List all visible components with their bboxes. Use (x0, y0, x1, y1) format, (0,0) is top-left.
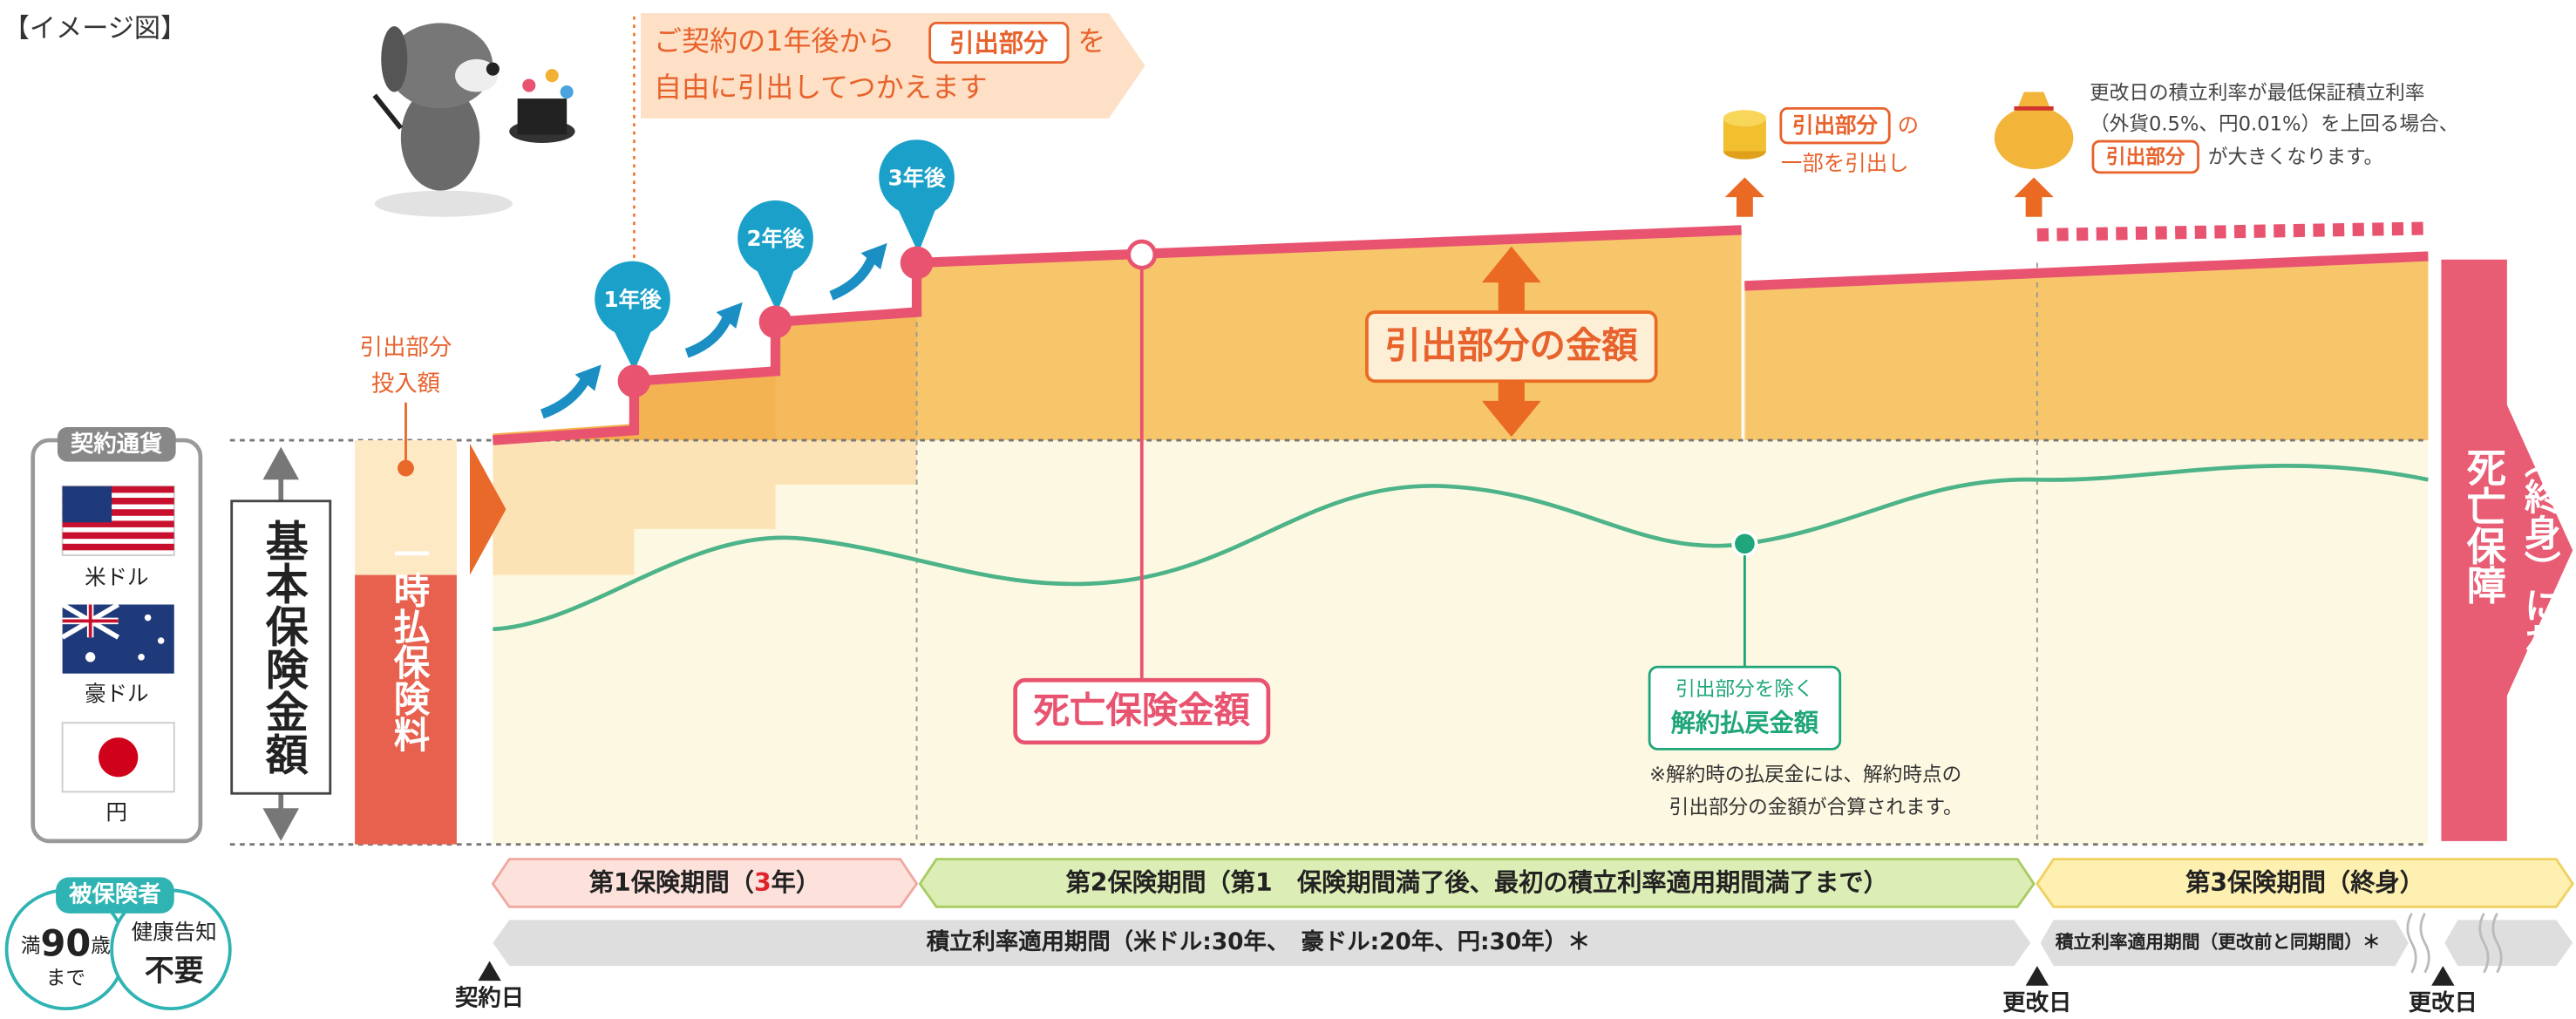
period-label: 第2保険期間（第1 保険期間満了後、最初の積立利率適用期間満了まで） (1066, 868, 1888, 897)
image-label: 【イメージ図】 (3, 13, 187, 44)
badge-text: 引出部分 (949, 29, 1049, 58)
diagram: 【イメージ図】 ご契約の1年後から 引出部分 を 自由に引出してつかえます (0, 0, 2576, 1019)
surrender-note: ※解約時の払戻金には、解約時点の (1649, 764, 1961, 786)
insured-title: 被保険者 (68, 881, 161, 908)
pin (595, 262, 670, 371)
bag-note: が大きくなります。 (2208, 146, 2383, 168)
flag-jp (63, 723, 174, 791)
health-label: 健康告知 (132, 919, 217, 944)
date-marker (2026, 966, 2049, 986)
period-text: 第1保険期間（ (589, 868, 754, 897)
coin-note: の (1898, 112, 1920, 138)
money-bag (1995, 92, 2073, 170)
arrow-head (263, 447, 299, 480)
badge-text: 引出部分 (2106, 146, 2185, 168)
lifetime-text: 生涯（終身）にわたる (2518, 370, 2561, 731)
rate-label: 積立利率適用期間（更改前と同期間）＊ (2056, 932, 2381, 953)
increase-dashes (2037, 228, 2429, 235)
date-marker (478, 961, 500, 981)
currency-name: 円 (106, 799, 127, 825)
step-dot (759, 306, 792, 339)
flag-au (63, 605, 174, 674)
coin-note: 一部を引出し (1781, 150, 1909, 175)
period-label: 第3保険期間（終身） (2185, 868, 2424, 897)
withdrawal-amount-label: 引出部分の金額 (1385, 325, 1639, 367)
lifetime-text: 死亡保障 (2461, 447, 2507, 605)
coins (1723, 110, 1766, 160)
date-label: 更改日 (2002, 989, 2071, 1016)
withdrawal-step (776, 312, 917, 440)
date-marker (2431, 966, 2454, 986)
callout-text: ご契約の1年後から (654, 24, 895, 58)
health-label: 不要 (145, 954, 204, 988)
period-text: 年） (771, 868, 821, 897)
pin (879, 139, 955, 253)
period-years: 3 (754, 868, 771, 897)
premium-label: 投入額 (371, 370, 440, 397)
death-benefit-label: 死亡保険金額 (1033, 690, 1250, 731)
up-arrow (1725, 178, 1764, 217)
date-label: 更改日 (2409, 989, 2477, 1016)
bag-note: 更改日の積立利率が最低保証積立利率 (2090, 82, 2424, 105)
surrender-dot (1733, 533, 1756, 555)
step-dot (618, 364, 651, 397)
date-label: 契約日 (455, 984, 524, 1011)
pin-label: 2年後 (747, 226, 805, 251)
basic-amount-label: 基本保険金額 (259, 520, 309, 776)
age-prefix: 満 (21, 934, 41, 957)
rate-band (2444, 920, 2573, 966)
pin-label: 3年後 (888, 165, 947, 190)
currency-title: 契約通貨 (71, 431, 163, 458)
premium-bar-label: 一時払保険料 (387, 535, 430, 752)
pin-label: 1年後 (604, 287, 663, 312)
death-dot (1129, 241, 1155, 268)
flag-us (63, 486, 174, 555)
step-dot (901, 247, 934, 280)
rate-label: 積立利率適用期間（米ドル:30年、 豪ドル:20年、円:30年）＊ (927, 928, 1591, 955)
page: {"header": {"label": "【イメージ図】"}, "callou… (0, 0, 2576, 1019)
premium-label: 引出部分 (360, 335, 452, 361)
currency-name: 米ドル (85, 564, 148, 589)
age-value: 90 (41, 923, 92, 965)
surrender-label: 引出部分を除く (1675, 678, 1813, 701)
mascot (375, 23, 575, 216)
badge-text: 引出部分 (1792, 112, 1878, 138)
surrender-label: 解約払戻金額 (1670, 709, 1819, 737)
up-arrow (2014, 178, 2053, 217)
callout-text: を (1077, 24, 1105, 58)
age-suffix: まで (46, 968, 85, 990)
currency-name: 豪ドル (85, 681, 148, 706)
bag-note: （外貨0.5%、円0.01%）を上回る場合、 (2090, 113, 2458, 136)
age-unit: 歳 (91, 934, 111, 957)
pin (737, 200, 813, 312)
period-label: 第1保険期間（3年） (589, 868, 820, 897)
callout-text: 自由に引出してつかえます (654, 71, 988, 104)
base-area (493, 440, 2428, 845)
surrender-note: 引出部分の金額が合算されます。 (1669, 797, 1963, 819)
arrow-head (263, 808, 299, 841)
